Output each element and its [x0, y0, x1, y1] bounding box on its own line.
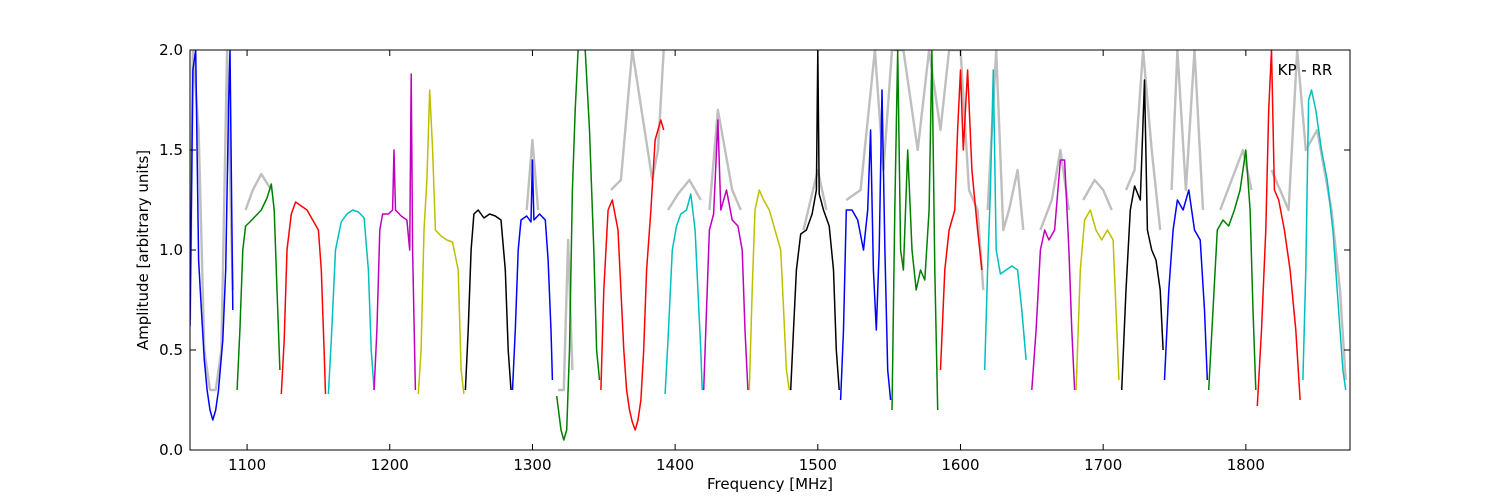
background-trace-7: [708, 108, 742, 211]
y-tick-label-2: 2.0: [159, 41, 183, 59]
background-trace-13: [1124, 50, 1162, 231]
panel-annotation: KP - RR: [1278, 61, 1333, 79]
background-trace-16: [1270, 50, 1347, 381]
x-tick-label-1500: 1500: [799, 456, 837, 474]
series-line-1: [190, 50, 234, 421]
series-line-24: [1207, 149, 1257, 391]
series-layer: [190, 50, 1347, 441]
series-line-2: [236, 183, 281, 391]
x-tick-label-1600: 1600: [941, 456, 979, 474]
y-axis-label: Amplitude [arbitrary units]: [134, 150, 152, 350]
y-tick-label-1: 1.0: [159, 241, 183, 259]
series-line-3: [280, 201, 327, 395]
series-line-20: [1031, 159, 1076, 391]
series-line-19: [983, 69, 1027, 371]
series-line-18: [939, 69, 983, 371]
background-trace-8: [802, 168, 828, 231]
background-trace-12: [1082, 178, 1113, 211]
background-trace-2: [244, 172, 273, 211]
background-trace-6: [666, 178, 702, 211]
series-line-15: [789, 50, 840, 391]
y-tick-label-0.5: 0.5: [159, 341, 183, 359]
series-line-6: [417, 89, 465, 395]
background-trace-layer: [190, 50, 1347, 392]
background-trace-5: [610, 50, 665, 191]
x-tick-label-1800: 1800: [1227, 456, 1265, 474]
series-line-5: [373, 73, 417, 391]
background-trace-1: [190, 50, 234, 392]
series-line-13: [702, 119, 749, 391]
series-line-25: [1256, 50, 1301, 407]
background-trace-9: [845, 50, 985, 291]
series-line-8: [511, 159, 554, 391]
series-line-4: [327, 209, 375, 395]
series-line-17: [891, 50, 939, 411]
x-axis-label: Frequency [MHz]: [707, 475, 833, 493]
x-tick-label-1700: 1700: [1084, 456, 1122, 474]
x-axis-ticks: 1100 1200 1300 1400 1500 1600 1700 1800: [228, 50, 1265, 474]
series-line-12: [664, 193, 703, 395]
series-line-14: [748, 189, 791, 391]
x-tick-label-1100: 1100: [228, 456, 266, 474]
x-tick-label-1200: 1200: [371, 456, 409, 474]
series-line-22: [1120, 79, 1164, 391]
background-trace-14: [1170, 50, 1205, 211]
series-line-11: [600, 119, 665, 431]
background-trace-3: [525, 138, 540, 211]
series-line-26: [1302, 89, 1347, 391]
y-tick-label-0: 0.0: [159, 441, 183, 459]
series-line-10: [584, 50, 601, 381]
series-line-23: [1163, 189, 1209, 381]
y-tick-label-1.5: 1.5: [159, 141, 183, 159]
series-line-21: [1075, 209, 1120, 391]
x-tick-label-1300: 1300: [513, 456, 551, 474]
background-trace-10: [986, 50, 1025, 232]
series-line-9: [555, 50, 579, 441]
background-trace-11: [1039, 148, 1071, 231]
x-tick-label-1400: 1400: [656, 456, 694, 474]
series-line-16: [839, 89, 892, 401]
y-axis-ticks: 0.0 0.5 1.0 1.5 2.0: [159, 41, 1350, 459]
series-line-7: [464, 209, 512, 391]
